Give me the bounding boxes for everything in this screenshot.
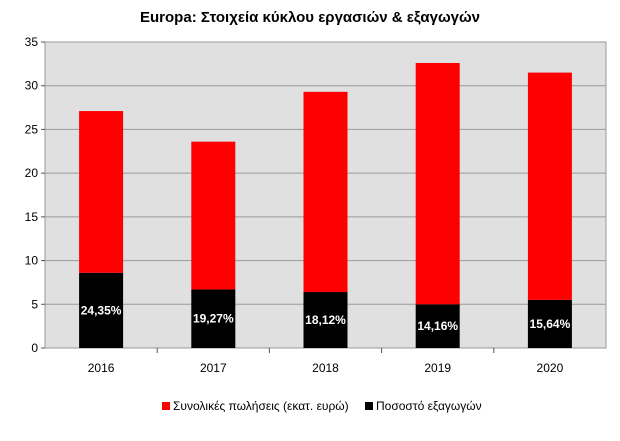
bars: 24,35% 19,27% 18,12% 14,16% 15,64% [79, 62, 572, 348]
legend-label: Συνολικές πωλήσεις (εκατ. ευρώ) [173, 399, 349, 413]
x-tick-label: 2019 [424, 361, 451, 375]
y-axis: 0 5 10 15 20 25 30 35 [25, 35, 45, 355]
bar-total-sales [303, 91, 348, 293]
y-tick-label: 0 [31, 341, 38, 355]
x-tick-label: 2020 [537, 361, 564, 375]
bar-export-share [415, 304, 460, 348]
y-tick-label: 20 [25, 166, 39, 180]
bar-export-share [191, 289, 236, 348]
bar-export-share [79, 272, 124, 348]
x-tick-label: 2018 [312, 361, 339, 375]
data-label: 19,27% [193, 312, 234, 326]
bar-total-sales [79, 111, 124, 273]
bar-total-sales [527, 72, 572, 300]
x-tick-label: 2017 [200, 361, 227, 375]
bar-export-share [303, 292, 348, 348]
y-tick-label: 5 [31, 297, 38, 311]
bar-total-sales [191, 141, 236, 290]
y-tick-label: 25 [25, 122, 39, 136]
bar-total-sales [415, 62, 460, 305]
y-tick-label: 35 [25, 35, 39, 49]
data-label: 24,35% [81, 303, 122, 317]
data-label: 14,16% [417, 319, 458, 333]
chart-title: Europa: Στοιχεία κύκλου εργασιών & εξαγω… [140, 9, 480, 26]
data-label: 15,64% [530, 317, 571, 331]
legend-label: Ποσοστό εξαγωγών [376, 399, 482, 413]
y-tick-label: 10 [25, 254, 39, 268]
y-tick-label: 15 [25, 210, 39, 224]
bar-export-share [527, 299, 572, 348]
legend-swatch [162, 402, 170, 410]
legend: Συνολικές πωλήσεις (εκατ. ευρώ) Ποσοστό ε… [162, 399, 482, 413]
legend-swatch [365, 402, 373, 410]
x-axis: 2016 2017 2018 2019 2020 [88, 348, 564, 375]
x-tick-label: 2016 [88, 361, 115, 375]
y-tick-label: 30 [25, 79, 39, 93]
data-label: 18,12% [305, 313, 346, 327]
